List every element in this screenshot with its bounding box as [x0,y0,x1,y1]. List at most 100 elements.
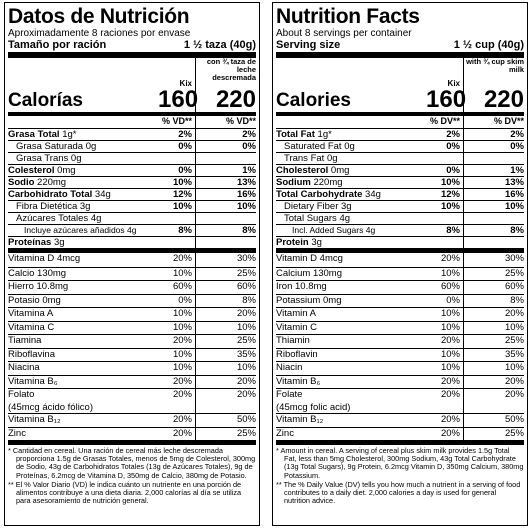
vitamin-cell: Thiamin [276,335,426,348]
dv-header-1: % DV** [426,116,464,128]
vitamin-row: Zinc 20% 25% [8,426,256,440]
vitamin-name: Folato [8,389,35,400]
column-header: Kix with ¾ cup skim milk [276,58,524,88]
dv-2: 50% [504,414,524,425]
dv-1: 60% [158,281,196,294]
nutrient-row: Total Sugars 4g [276,212,524,224]
nutrient-cell: Total Sugars 4g [276,213,426,224]
nutrient-name: Trans Fat [284,153,325,164]
vitamin-row: Tiamina 20% 25% [8,334,256,348]
nutrient-name: Incl. Added Sugars 4g [292,225,376,235]
vitamin-name: Potassium [276,294,321,306]
vitamin-cell: Niacin [276,362,426,375]
nutrient-amount: 4g [339,213,351,224]
spacer [8,116,158,128]
nutrient-row: Saturated Fat 0g 0% 0% [276,140,524,152]
dv-2 [196,213,256,224]
nutrient-name: Saturated Fat [284,141,342,152]
nutrient-cell: Incl. Added Sugars 4g [276,225,426,236]
dv-1: 10% [426,362,464,375]
dv-2: 30% [504,253,524,264]
vitamin-row: Niacin 10% 10% [276,361,524,375]
column-2: with ¾ cup skim milk [466,57,524,74]
vitamin-row: Vitamin C 10% 10% [276,320,524,334]
nutrient-amount: 3g [53,237,65,248]
dv-2: 10% [504,201,524,212]
dv-header-2: % VD** [225,116,256,126]
footnote: * Amount in cereal. A serving of cereal … [276,446,524,480]
nutrient-row: Protein 3g [276,236,524,253]
nutrient-amount: 34g [94,189,111,200]
vitamin-cell: Calcio 130mg [8,268,158,281]
dv-2: 25% [236,267,256,279]
dv-1 [158,213,196,224]
dv-2: 20% [236,308,256,319]
dv-2: 20% [504,308,524,319]
dv-header: % DV** % DV** [276,116,524,128]
dv-1: 10% [426,267,464,280]
vitamin-row: Vitamin B₆ 20% 20% [276,374,524,388]
dv-1: 10% [426,177,464,188]
title: Nutrition Facts [276,5,420,28]
vitamin-amount: 4mcg [56,253,81,264]
calories-2: 220 [215,86,256,113]
dv-1: 10% [158,348,196,361]
dv-header: % VD** % VD** [8,116,256,128]
dv-2: 60% [236,281,256,292]
vitamin-name: Vitamina B₁₂ [8,414,61,425]
nutrient-name: Total Carbohydrate [276,189,363,200]
nutrition-label-es: Datos de Nutrición Aproximadamente 8 raci… [4,2,260,526]
nutrient-cell: Total Carbohydrate 34g [276,189,426,200]
vitamin-name: Calcio [8,267,35,279]
vitamin-row: Potasio 0mg 0% 8% [8,293,256,308]
vitamin-cell: Vitamina C [8,322,158,335]
vitamin-name: Vitamina C [8,321,55,333]
dv-2: 0% [242,141,256,152]
dv-2: 30% [236,253,256,264]
dv-1: 2% [158,129,196,140]
column-2: con ¾ taza de leche descremada [206,57,256,82]
nutrient-row: Sodium 220mg 10% 13% [276,176,524,188]
servings: About 8 servings per container [276,28,412,39]
nutrient-row: Incl. Added Sugars 4g 8% 8% [276,224,524,236]
vitamin-name: Iron [276,281,293,292]
vitamin-cell: Vitamin A [276,308,426,321]
nutrient-name: Protein [276,237,309,248]
vitamin-name: Tiamina [8,335,42,346]
dv-1: 10% [426,348,464,361]
dv-1: 20% [426,414,464,427]
dv-1: 20% [158,389,196,413]
vitamin-row: Potassium 0mg 0% 8% [276,293,524,307]
dv-1: 10% [426,321,464,334]
dv-1: 20% [158,253,196,267]
vitamin-name: Folate [276,389,303,400]
vitamin-cell: Potasio 0mg [8,295,158,308]
dv-2: 20% [504,389,524,400]
vitamin-row: Calcium 130mg 10% 25% [276,266,524,280]
nutrient-row: Total Fat 1g* 2% 2% [276,128,524,140]
nutrient-cell: Incluye azúcares añadidos 4g [8,225,158,236]
spacer [276,116,426,128]
dv-2: 13% [504,177,524,188]
spacer [276,58,426,88]
dv-2: 1% [510,165,524,176]
dv-2: 60% [504,281,524,292]
vitamin-cell: Zinc [276,428,426,441]
nutrient-cell: Colesterol 0mg [8,165,158,176]
nutrient-amount: 220mg [37,177,67,188]
nutrient-amount: 0mg [330,165,350,176]
vitamin-cell: Tiamina [8,335,158,348]
dv-2: 8% [510,294,524,306]
vitamin-name: Niacina [8,362,40,373]
nutrient-cell: Grasa Trans 0g [8,153,158,164]
dv-1 [426,237,464,248]
calories: Calories 160 220 [276,88,524,116]
nutrient-name: Sodio [8,177,35,188]
nutrient-name: Incluye azúcares añadidos 4g [24,225,137,235]
nutrient-name: Azúcares Totales [16,213,89,224]
dv-2: 20% [236,375,256,387]
dv-2: 35% [236,348,256,360]
vitamin-row: Folate (45mcg folic acid) 20% 20% [276,388,524,413]
spacer [8,58,158,88]
vitamin-row: Vitamin D 4mcg 20% 30% [276,253,524,267]
